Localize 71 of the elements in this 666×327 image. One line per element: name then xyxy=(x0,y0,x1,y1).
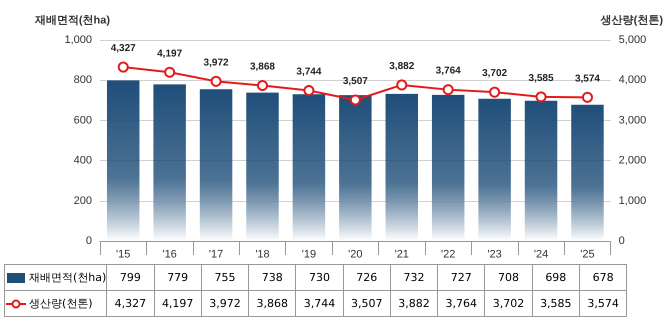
point xyxy=(582,92,593,103)
x-tick-label: '16 xyxy=(162,248,177,260)
text: 4,197 xyxy=(157,48,182,60)
y2-tick-label: 2,000 xyxy=(618,154,646,167)
text: 3,574 xyxy=(574,73,600,84)
text: 3,744 xyxy=(296,66,322,78)
y-tick-label: 0 xyxy=(86,235,92,247)
text: 3,585 xyxy=(528,72,554,84)
data-label: 3,882 xyxy=(390,290,438,316)
text: 3,702 xyxy=(482,68,508,80)
x-tick-label: '23 xyxy=(487,248,502,260)
point xyxy=(536,91,547,102)
y2-axis-title: 생산량(천톤) xyxy=(600,14,664,26)
x-tick-label: '20 xyxy=(348,248,363,260)
x-tick-label: '19 xyxy=(302,248,316,260)
data-label: 4,327 xyxy=(106,290,154,316)
text: 3,972 xyxy=(204,57,229,68)
y-tick-label: 200 xyxy=(74,194,92,207)
y-axis-title: 재배면적(천ha) xyxy=(34,14,110,26)
data-label: 698 xyxy=(532,264,580,290)
point xyxy=(118,62,129,73)
point xyxy=(210,76,222,87)
data-label: 779 xyxy=(154,264,202,290)
data-label: 3,702 xyxy=(484,290,532,316)
data-label: 4,197 xyxy=(154,290,202,316)
y2-tick-label: 0 xyxy=(618,235,625,247)
y-tick-label: 600 xyxy=(74,114,92,126)
point xyxy=(303,84,314,96)
x-tick-label: '25 xyxy=(580,248,595,260)
legend-label: 생산량(천톤) xyxy=(4,290,107,316)
x-tick-label: '15 xyxy=(116,248,130,260)
point xyxy=(396,79,408,90)
data-label: 3,744 xyxy=(296,290,344,316)
point xyxy=(489,86,500,98)
data-label: 799 xyxy=(106,264,154,290)
x-tick-label: '18 xyxy=(255,248,270,260)
y2-tick-label: 4,000 xyxy=(618,74,646,86)
data-label: 3,585 xyxy=(532,290,580,316)
y2-tick-label: 5,000 xyxy=(618,34,646,46)
x-tick-label: '24 xyxy=(534,248,548,260)
data-label: 3,507 xyxy=(343,290,390,316)
point xyxy=(350,94,361,106)
data-label: 3,764 xyxy=(438,290,485,316)
text: 4,327 xyxy=(110,43,136,54)
text: 3,882 xyxy=(389,60,414,72)
y2-tick-label: 3,000 xyxy=(618,114,646,126)
y2-tick-label: 1,000 xyxy=(618,194,646,207)
data-label: 3,972 xyxy=(201,290,249,316)
data-label: 738 xyxy=(248,264,296,290)
data-label: 708 xyxy=(484,264,532,290)
point xyxy=(442,84,454,96)
legend-label: 재배면적(천ha) xyxy=(4,264,107,290)
text: 3,764 xyxy=(436,66,461,77)
point xyxy=(164,66,176,78)
point xyxy=(256,80,268,92)
y-tick-label: 400 xyxy=(74,154,92,167)
data-label: 732 xyxy=(390,264,438,290)
data-label: 730 xyxy=(296,264,344,290)
x-tick-label: '17 xyxy=(208,248,224,260)
data-label: 3,574 xyxy=(579,290,627,316)
data-label: 727 xyxy=(438,264,485,290)
text: 3,507 xyxy=(342,76,368,88)
y-tick-label: 1,000 xyxy=(64,34,92,46)
data-label: 726 xyxy=(343,264,390,290)
y-tick-label: 800 xyxy=(74,74,92,86)
data-label: 755 xyxy=(201,264,249,290)
data-label: 3,868 xyxy=(248,290,296,316)
x-tick-label: '21 xyxy=(394,248,409,260)
x-tick-label: '22 xyxy=(441,248,456,260)
text: 3,868 xyxy=(250,62,276,73)
data-label: 678 xyxy=(579,264,627,290)
